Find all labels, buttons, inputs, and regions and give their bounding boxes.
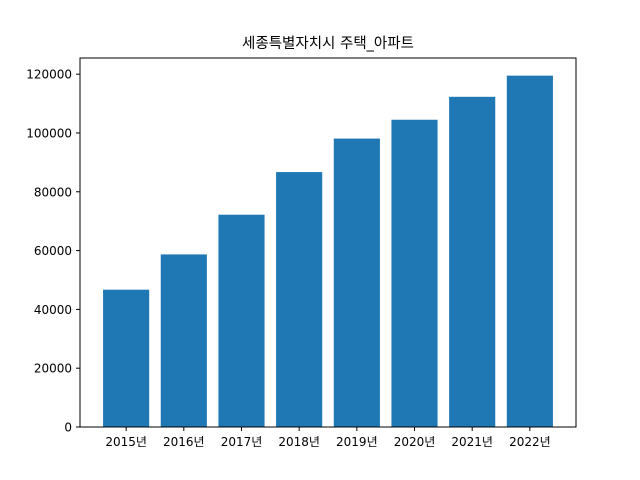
y-tick-label: 100000 (26, 126, 72, 140)
y-tick-label: 120000 (26, 68, 72, 82)
x-tick-label: 2021년 (451, 435, 493, 449)
plot-frame (79, 57, 577, 428)
x-tick-label: 2019년 (336, 435, 378, 449)
bar-2019년 (333, 138, 380, 427)
x-tick-label: 2022년 (509, 435, 551, 449)
y-tick-label: 80000 (34, 185, 72, 199)
bar-2021년 (449, 96, 496, 427)
y-tick-label: 20000 (34, 362, 72, 376)
x-tick-label: 2018년 (278, 435, 320, 449)
chart-title: 세종특별자치시 주택_아파트 (242, 35, 414, 52)
x-tick-label: 2017년 (221, 435, 263, 449)
x-tick-label: 2020년 (394, 435, 436, 449)
y-tick-label: 40000 (34, 303, 72, 317)
y-tick-label: 60000 (34, 244, 72, 258)
x-tick-label: 2016년 (163, 435, 205, 449)
bar-2018년 (276, 172, 323, 427)
bar-2016년 (160, 254, 207, 427)
x-axis: 2015년 2016년 2017년 2018년 2019년 2020년 2021년 2022년 (105, 427, 551, 449)
bar-2020년 (391, 119, 438, 427)
y-tick-label: 0 (64, 421, 72, 435)
bars-group (103, 75, 553, 427)
y-axis: 0 20000 40000 60000 80000 100000 120000 (26, 68, 80, 435)
bar-2015년 (103, 289, 150, 427)
x-tick-label: 2015년 (105, 435, 147, 449)
bar-2017년 (218, 214, 265, 427)
bar-2022년 (506, 75, 553, 427)
